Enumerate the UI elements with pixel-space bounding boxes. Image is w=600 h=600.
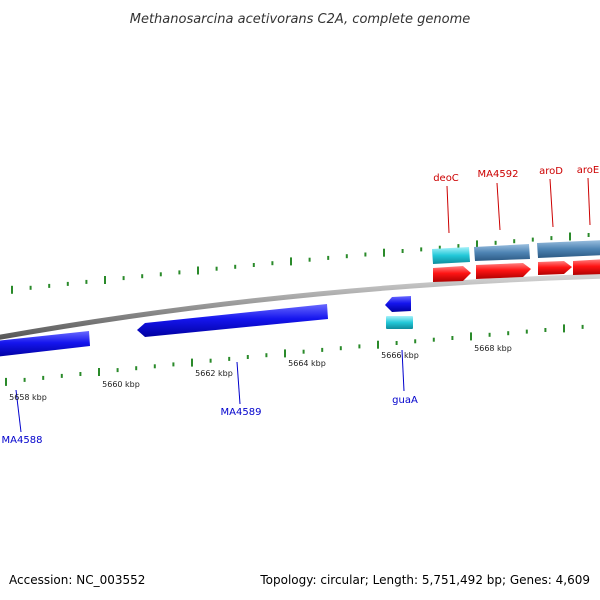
leader-ma4588	[15, 389, 22, 433]
leader-deoc	[446, 185, 450, 234]
scale-label-5660: 5660 kbp	[102, 380, 140, 389]
label-ma4592[interactable]: MA4592	[478, 169, 519, 180]
scale-label-5664: 5664 kbp	[288, 359, 326, 368]
leader-ma4589	[236, 361, 241, 405]
label-ma4588[interactable]: MA4588	[2, 435, 43, 446]
label-ma4589[interactable]: MA4589	[221, 407, 262, 418]
gene-guaa-cyan[interactable]	[386, 316, 413, 329]
gene-ma4592-steel[interactable]	[474, 244, 530, 261]
leader-guaa	[401, 349, 405, 392]
label-aroe[interactable]: aroE	[577, 165, 599, 176]
gene-arod-steel[interactable]	[537, 240, 600, 258]
gene-ma4589[interactable]	[137, 304, 328, 337]
label-arod[interactable]: aroD	[539, 166, 563, 177]
label-deoc[interactable]: deoC	[433, 173, 459, 184]
scale-label-5668: 5668 kbp	[474, 344, 512, 353]
genome-summary-text: Topology: circular; Length: 5,751,492 bp…	[260, 573, 590, 587]
gene-ma4592[interactable]	[476, 263, 531, 279]
gene-guaa-reverse[interactable]	[385, 296, 411, 312]
forward-gene-labels	[446, 177, 591, 234]
scale-label-5662: 5662 kbp	[195, 369, 233, 378]
gene-arod[interactable]	[538, 261, 572, 275]
leader-aroe	[587, 177, 591, 226]
lower-tick-row	[5, 324, 584, 386]
scale-label-5666: 5666 kbp	[381, 351, 419, 360]
map-title: Methanosarcina acetivorans C2A, complete…	[130, 12, 471, 27]
reverse-gene-labels	[15, 349, 405, 433]
gene-aroe[interactable]	[573, 259, 600, 275]
accession-text: Accession: NC_003552	[9, 573, 146, 587]
leader-arod	[549, 178, 554, 228]
upper-tick-row	[11, 232, 590, 294]
scale-label-5658: 5658 kbp	[9, 393, 47, 402]
gene-ma4588[interactable]	[0, 331, 90, 357]
gene-deoc[interactable]	[433, 266, 471, 282]
gene-deoc-cyan[interactable]	[432, 247, 470, 264]
leader-ma4592	[496, 182, 501, 231]
genome-backbone	[0, 273, 600, 340]
label-guaa[interactable]: guaA	[392, 395, 418, 406]
